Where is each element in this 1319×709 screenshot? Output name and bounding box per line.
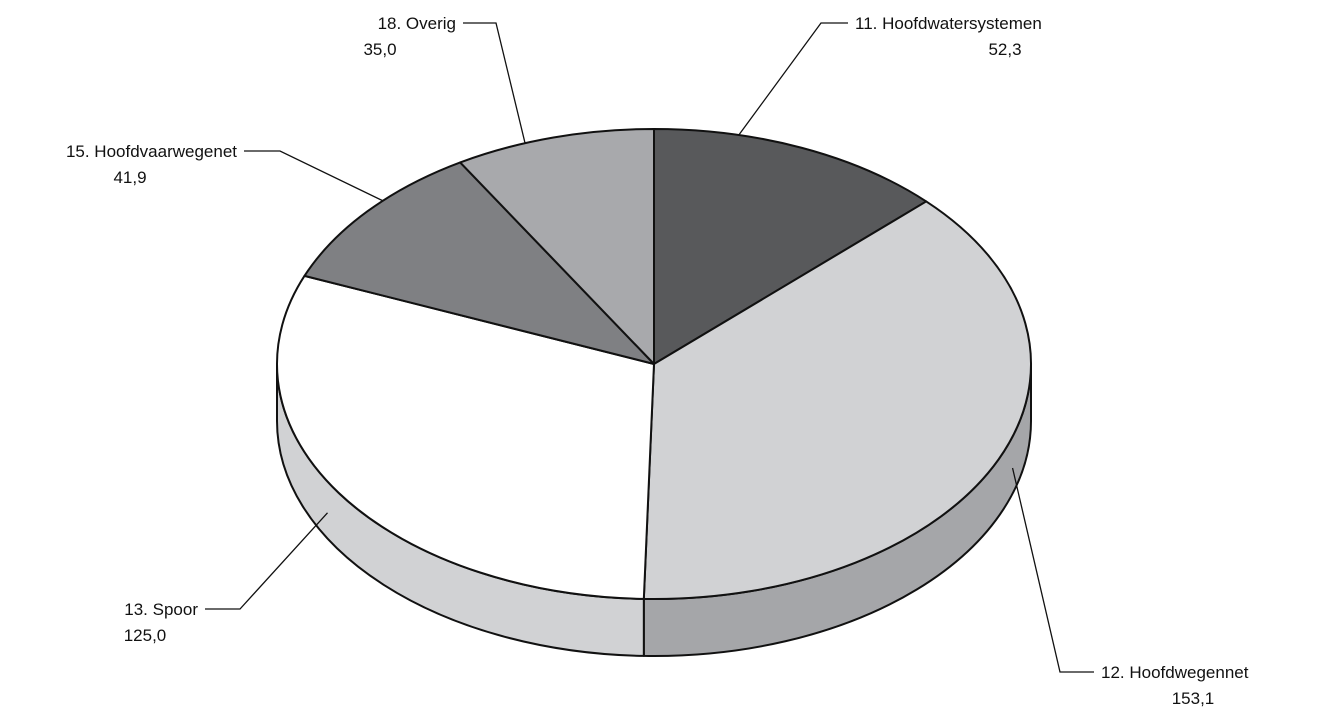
leader-line-hoofdvaarwegenet bbox=[244, 150, 384, 202]
leader-line-spoor bbox=[205, 512, 328, 610]
pie-labels: 11. Hoofdwatersystemen 52,3 12. Hoofdwegen… bbox=[66, 14, 1249, 708]
label-hoofdwatersystemen: 11. Hoofdwatersystemen bbox=[855, 14, 1042, 33]
leader-line-hoofdwegennet bbox=[1011, 467, 1094, 673]
value-label-overig: 35,0 bbox=[363, 40, 396, 59]
value-label-hoofdwatersystemen: 52,3 bbox=[988, 40, 1021, 59]
label-hoofdvaarwegenet: 15. Hoofdvaarwegenet bbox=[66, 142, 237, 161]
label-spoor: 13. Spoor bbox=[124, 600, 198, 619]
pie-slice-spoor bbox=[276, 274, 655, 600]
pie-top-slices bbox=[276, 128, 1032, 600]
pie-slice-hoofdvaarwegenet bbox=[303, 161, 655, 365]
label-overig: 18. Overig bbox=[378, 14, 456, 33]
leader-line-hoofdwatersystemen bbox=[738, 22, 848, 136]
value-label-hoofdwegennet: 153,1 bbox=[1172, 689, 1215, 708]
leader-line-overig bbox=[463, 22, 526, 144]
value-label-hoofdvaarwegenet: 41,9 bbox=[113, 168, 146, 187]
value-label-spoor: 125,0 bbox=[124, 626, 167, 645]
label-hoofdwegennet: 12. Hoofdwegennet bbox=[1101, 663, 1249, 682]
pie-slice-overig bbox=[459, 128, 655, 365]
pie-slice-hoofdwatersystemen bbox=[653, 128, 928, 365]
pie-slice-hoofdwegennet bbox=[642, 200, 1032, 600]
